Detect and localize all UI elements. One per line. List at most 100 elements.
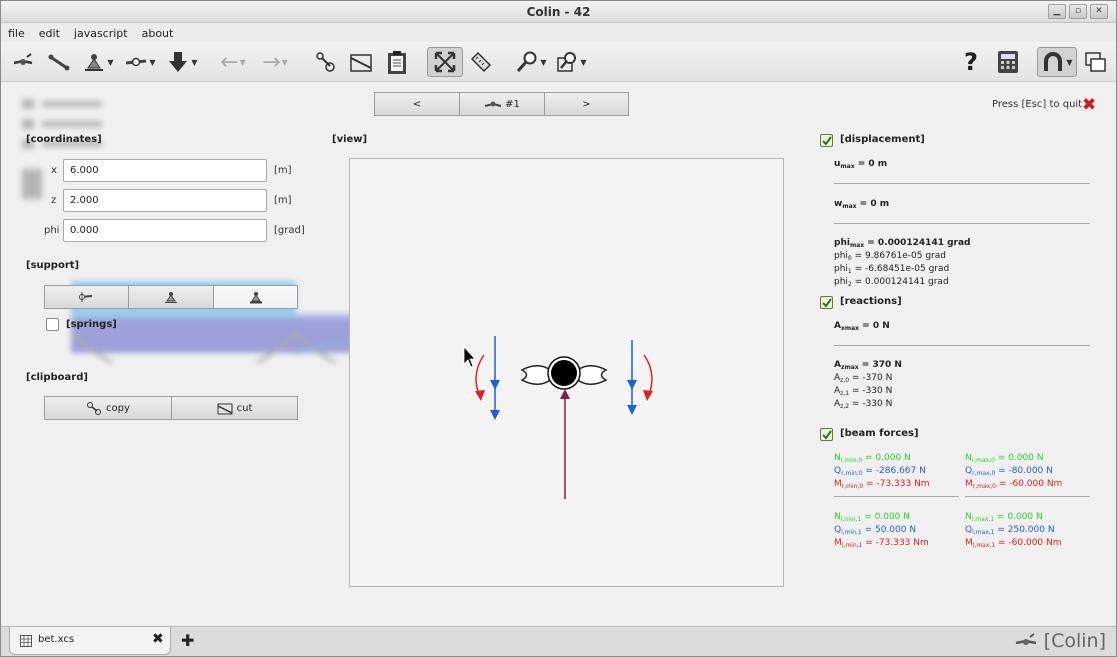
shear-arrow-left — [490, 336, 500, 420]
clipboard-header: [clipboard] — [26, 372, 88, 383]
node-icon — [13, 53, 33, 65]
moment-arrow-left — [475, 354, 485, 401]
hinge-icon — [126, 57, 147, 67]
magnifier-icon — [517, 51, 537, 72]
menu-edit[interactable]: edit — [38, 27, 60, 40]
view-header: [view] — [332, 134, 368, 145]
node-icon — [1015, 633, 1036, 645]
cut-button[interactable]: cut — [171, 396, 298, 420]
fixed-support-icon — [249, 292, 262, 304]
clipboard-icon — [388, 51, 406, 74]
redo-button[interactable]: → ▼ — [262, 49, 288, 75]
calculator-icon — [998, 51, 1018, 73]
undo-button[interactable]: ← ▼ — [220, 49, 246, 75]
menu-javascript[interactable]: javascript — [73, 27, 128, 40]
copy-icon — [87, 402, 102, 415]
reaction-arrow — [560, 389, 570, 499]
node-diagram — [463, 336, 653, 499]
displacement-checkbox[interactable] — [820, 134, 833, 147]
support-fixed-button[interactable] — [213, 285, 298, 309]
window-mode-button[interactable] — [1081, 47, 1109, 77]
brand-text: [Colin] — [1043, 630, 1106, 652]
phi-unit: [grad] — [274, 225, 305, 236]
menu-file[interactable]: file — [8, 27, 25, 40]
snap-magnet-button[interactable]: ▼ — [1037, 47, 1077, 77]
add-load-button[interactable]: ▼ — [165, 47, 199, 77]
magnet-icon — [1044, 52, 1063, 71]
support-free-button[interactable] — [44, 285, 129, 309]
paste-tool-button[interactable] — [383, 47, 411, 77]
load-arrow-icon — [169, 52, 188, 72]
node-shape — [520, 356, 608, 390]
beam-icon — [48, 54, 70, 71]
mouse-cursor — [463, 345, 476, 368]
menu-about[interactable]: about — [141, 27, 174, 40]
expand-arrows-icon — [434, 51, 456, 73]
z-label: z — [51, 195, 57, 206]
copy-tool-button[interactable] — [311, 47, 339, 77]
beam-force-block-l-max-1: Nl,max,1 = 0.000 N Ql,max,1 = 250.000 N … — [965, 512, 1062, 549]
support-header: [support] — [26, 260, 80, 271]
add-node-button[interactable] — [9, 47, 37, 77]
select-area-button[interactable]: ▼ — [553, 47, 589, 77]
background-list-blur — [16, 93, 106, 213]
cut-tool-button[interactable] — [347, 47, 375, 77]
calculator-button[interactable] — [993, 47, 1023, 77]
shear-arrow-right — [627, 340, 637, 415]
help-button[interactable]: ? — [957, 47, 985, 77]
z-input[interactable]: 2.000 — [63, 189, 267, 212]
add-support-button[interactable]: ▼ — [81, 47, 115, 77]
divider — [834, 345, 1090, 346]
springs-label: [springs] — [66, 319, 117, 330]
hinge-support-icon — [78, 292, 92, 302]
fit-view-button[interactable] — [427, 47, 463, 77]
add-beam-button[interactable] — [45, 47, 73, 77]
checkmark-icon — [822, 298, 832, 308]
divider — [834, 223, 1090, 224]
x-input[interactable]: 6.000 — [63, 159, 267, 182]
support-icon — [85, 54, 104, 71]
displacement-header: [displacement] — [840, 134, 925, 145]
structure-view-canvas[interactable] — [349, 158, 784, 587]
minimize-button[interactable]: ▁ — [1048, 4, 1066, 19]
divider — [834, 496, 959, 497]
main-content: < #1 > Press [Esc] to quit ✖ [coordinate… — [1, 83, 1116, 626]
checkmark-icon — [822, 136, 832, 146]
close-window-button[interactable]: ✕ — [1090, 4, 1108, 19]
add-hinge-button[interactable]: ▼ — [123, 47, 157, 77]
beam-forces-checkbox[interactable] — [820, 428, 833, 441]
u-max: umax = 0 m — [834, 159, 888, 170]
zoom-button[interactable]: ▼ — [513, 47, 549, 77]
close-tab-icon[interactable]: ✖ — [152, 631, 164, 647]
divider — [965, 496, 1090, 497]
phi-label: phi — [44, 225, 60, 236]
phi-values: phimax = 0.000124141 grad phi0 = 9.86761… — [834, 238, 971, 288]
beam-force-block-r-max-0: Nr,max,0 = 0.000 N Qr,max,0 = -80.000 N … — [965, 453, 1063, 490]
phi-input[interactable]: 0.000 — [63, 219, 267, 242]
copy-label: copy — [106, 402, 130, 414]
cut-icon — [217, 403, 233, 415]
file-tab[interactable]: bet.xcs ✖ — [9, 627, 171, 655]
brand-logo: [Colin] — [1014, 630, 1106, 652]
support-pinned-button[interactable] — [128, 285, 214, 309]
reactions-checkbox[interactable] — [820, 296, 833, 309]
cut-icon — [350, 54, 372, 72]
next-node-button[interactable]: > — [544, 92, 629, 116]
z-unit: [m] — [274, 195, 292, 206]
quit-close-icon[interactable]: ✖ — [1082, 95, 1097, 115]
divider — [834, 183, 1090, 184]
measure-button[interactable] — [467, 47, 495, 77]
prev-node-button[interactable]: < — [374, 92, 460, 116]
menu-bar: file edit javascript about — [1, 23, 1116, 42]
cut-label: cut — [236, 402, 253, 414]
add-tab-icon[interactable]: ✚ — [181, 631, 195, 650]
copy-button[interactable]: copy — [44, 396, 172, 420]
az-values: Azmax = 370 N Az,0 = -370 N Az,1 = -330 … — [834, 360, 902, 410]
beam-force-block-r-min-0: Nr,min,0 = 0.000 N Qr,min,0 = -286.667 N… — [834, 453, 930, 490]
maximize-button[interactable]: ▫ — [1069, 4, 1087, 19]
windows-icon — [1085, 52, 1106, 72]
springs-checkbox[interactable] — [46, 318, 59, 331]
current-node-indicator[interactable]: #1 — [459, 92, 545, 116]
moment-arrow-right — [643, 354, 653, 401]
